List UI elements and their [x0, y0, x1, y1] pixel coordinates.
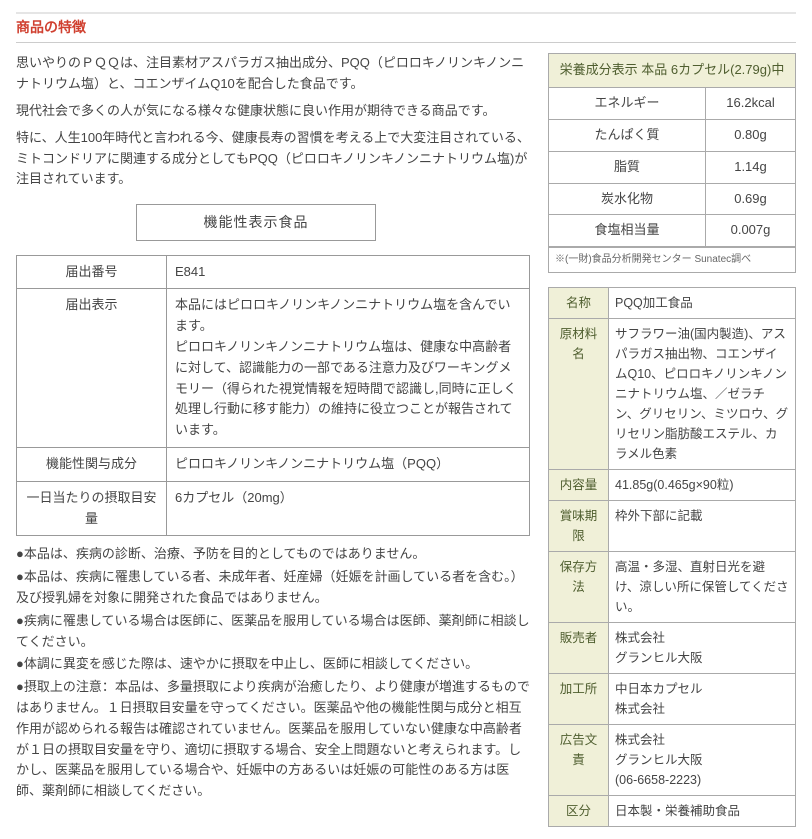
- layout: 思いやりのＰＱＱは、注目素材アスパラガス抽出成分、PQQ（ピロロキノリンキノンニ…: [16, 53, 796, 827]
- spec-label: 加工所: [549, 674, 609, 725]
- paragraph: 思いやりのＰＱＱは、注目素材アスパラガス抽出成分、PQQ（ピロロキノリンキノンニ…: [16, 53, 530, 95]
- nutrition-label: たんぱく質: [549, 120, 705, 151]
- table-row: 届出表示 本品にはピロロキノリンキノンニナトリウム塩を含んでいます。 ピロロキノ…: [17, 289, 530, 448]
- spec-label: 名称: [549, 288, 609, 319]
- spec-row: 賞味期限枠外下部に記載: [549, 501, 796, 552]
- table-row: 機能性関与成分 ピロロキノリンキノンニナトリウム塩（PQQ）: [17, 447, 530, 481]
- row-label: 一日当たりの摂取目安量: [17, 481, 167, 536]
- spec-row: 保存方法高温・多湿、直射日光を避け、涼しい所に保管してください。: [549, 552, 796, 623]
- nutrition-note: ※(一財)食品分析開発センター Sunatec調べ: [549, 247, 795, 272]
- spec-row: 名称PQQ加工食品: [549, 288, 796, 319]
- paragraph: 特に、人生100年時代と言われる今、健康長寿の習慣を考える上で大変注目されている…: [16, 128, 530, 190]
- spec-label: 内容量: [549, 470, 609, 501]
- row-label: 届出番号: [17, 255, 167, 289]
- nutrition-label: 炭水化物: [549, 184, 705, 215]
- nutrition-value: 0.69g: [705, 184, 795, 215]
- row-value: E841: [167, 255, 530, 289]
- spec-label: 販売者: [549, 623, 609, 674]
- spec-row: 内容量41.85g(0.465g×90粒): [549, 470, 796, 501]
- nutrition-value: 0.007g: [705, 215, 795, 246]
- row-value: 6カプセル（20mg）: [167, 481, 530, 536]
- note-item: ●本品は、疾病の診断、治療、予防を目的としてものではありません。: [16, 544, 530, 565]
- nutrition-row: 食塩相当量 0.007g: [549, 215, 795, 247]
- nutrition-table: 栄養成分表示 本品 6カプセル(2.79g)中 エネルギー 16.2kcal た…: [548, 53, 796, 273]
- spec-value: 高温・多湿、直射日光を避け、涼しい所に保管してください。: [609, 552, 796, 623]
- spec-label: 区分: [549, 796, 609, 827]
- spec-value: 41.85g(0.465g×90粒): [609, 470, 796, 501]
- spec-row: 原材料名サフラワー油(国内製造)、アスパラガス抽出物、コエンザイムQ10、ピロロ…: [549, 319, 796, 470]
- row-label: 届出表示: [17, 289, 167, 448]
- table-row: 届出番号 E841: [17, 255, 530, 289]
- nutrition-value: 0.80g: [705, 120, 795, 151]
- nutrition-value: 1.14g: [705, 152, 795, 183]
- row-value: ピロロキノリンキノンニナトリウム塩（PQQ）: [167, 447, 530, 481]
- row-value: 本品にはピロロキノリンキノンニナトリウム塩を含んでいます。 ピロロキノリンキノン…: [167, 289, 530, 448]
- spec-row: 区分日本製・栄養補助食品: [549, 796, 796, 827]
- spec-row: 販売者株式会社 グランヒル大阪: [549, 623, 796, 674]
- nutrition-title: 栄養成分表示 本品 6カプセル(2.79g)中: [549, 54, 795, 88]
- table-row: 一日当たりの摂取目安量 6カプセル（20mg）: [17, 481, 530, 536]
- nutrition-row: 脂質 1.14g: [549, 152, 795, 184]
- notes-list: ●本品は、疾病の診断、治療、予防を目的としてものではありません。 ●本品は、疾病…: [16, 544, 530, 802]
- spec-row: 加工所中日本カプセル 株式会社: [549, 674, 796, 725]
- row-label: 機能性関与成分: [17, 447, 167, 481]
- nutrition-label: 食塩相当量: [549, 215, 705, 246]
- note-item: ●摂取上の注意：本品は、多量摂取により疾病が治癒したり、より健康が増進するもので…: [16, 677, 530, 802]
- spec-value: 枠外下部に記載: [609, 501, 796, 552]
- spec-label: 賞味期限: [549, 501, 609, 552]
- spec-value: PQQ加工食品: [609, 288, 796, 319]
- paragraph: 現代社会で多くの人が気になる様々な健康状態に良い作用が期待できる商品です。: [16, 101, 530, 122]
- nutrition-row: たんぱく質 0.80g: [549, 120, 795, 152]
- note-item: ●体調に異変を感じた際は、速やかに摂取を中止し、医師に相談してください。: [16, 654, 530, 675]
- functional-table: 届出番号 E841 届出表示 本品にはピロロキノリンキノンニナトリウム塩を含んで…: [16, 255, 530, 537]
- note-item: ●疾病に罹患している場合は医師に、医薬品を服用している場合は医師、薬剤師に相談し…: [16, 611, 530, 653]
- nutrition-row: エネルギー 16.2kcal: [549, 88, 795, 120]
- spec-value: 中日本カプセル 株式会社: [609, 674, 796, 725]
- nutrition-row: 炭水化物 0.69g: [549, 184, 795, 216]
- note-item: ●本品は、疾病に罹患している者、未成年者、妊産婦（妊娠を計画している者を含む。）…: [16, 567, 530, 609]
- spec-value: 株式会社 グランヒル大阪 (06-6658-2223): [609, 725, 796, 796]
- functional-food-header: 機能性表示食品: [136, 204, 376, 240]
- nutrition-value: 16.2kcal: [705, 88, 795, 119]
- left-column: 思いやりのＰＱＱは、注目素材アスパラガス抽出成分、PQQ（ピロロキノリンキノンニ…: [16, 53, 530, 804]
- spec-label: 保存方法: [549, 552, 609, 623]
- nutrition-label: エネルギー: [549, 88, 705, 119]
- right-column: 栄養成分表示 本品 6カプセル(2.79g)中 エネルギー 16.2kcal た…: [548, 53, 796, 827]
- section-title: 商品の特徴: [16, 12, 796, 43]
- spec-value: 日本製・栄養補助食品: [609, 796, 796, 827]
- spec-value: サフラワー油(国内製造)、アスパラガス抽出物、コエンザイムQ10、ピロロキノリン…: [609, 319, 796, 470]
- spec-table: 名称PQQ加工食品 原材料名サフラワー油(国内製造)、アスパラガス抽出物、コエン…: [548, 287, 796, 827]
- spec-label: 原材料名: [549, 319, 609, 470]
- spec-row: 広告文責株式会社 グランヒル大阪 (06-6658-2223): [549, 725, 796, 796]
- spec-value: 株式会社 グランヒル大阪: [609, 623, 796, 674]
- spec-label: 広告文責: [549, 725, 609, 796]
- nutrition-label: 脂質: [549, 152, 705, 183]
